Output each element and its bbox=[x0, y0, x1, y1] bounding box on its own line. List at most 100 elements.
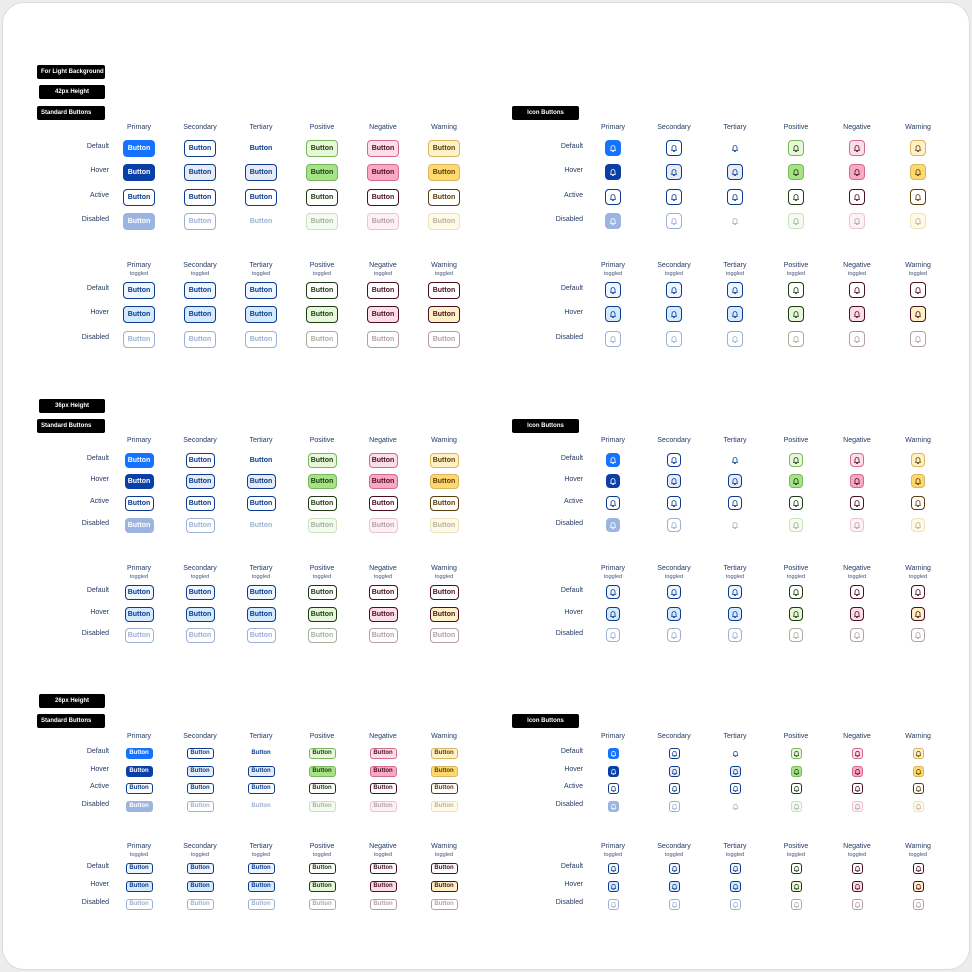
negative-active-button[interactable]: Button bbox=[367, 188, 399, 206]
secondary-toggled-default-button[interactable]: Button bbox=[184, 281, 216, 299]
tertiary-toggled-hover-button[interactable]: Button bbox=[245, 305, 277, 323]
positive-toggled-hover-icon-button[interactable] bbox=[788, 306, 804, 322]
positive-default-icon-button[interactable] bbox=[790, 747, 802, 759]
secondary-active-button[interactable]: Button bbox=[186, 782, 214, 794]
negative-toggled-default-icon-button[interactable] bbox=[851, 862, 863, 874]
primary-active-button[interactable]: Button bbox=[125, 782, 153, 794]
warning-default-icon-button[interactable] bbox=[910, 140, 926, 156]
tertiary-toggled-hover-button[interactable]: Button bbox=[246, 606, 276, 622]
secondary-toggled-default-button[interactable]: Button bbox=[186, 862, 214, 874]
positive-default-icon-button[interactable] bbox=[789, 453, 803, 467]
primary-hover-icon-button[interactable] bbox=[605, 164, 621, 180]
primary-toggled-hover-icon-button[interactable] bbox=[606, 607, 620, 621]
positive-active-icon-button[interactable] bbox=[788, 189, 804, 205]
negative-default-button[interactable]: Button bbox=[368, 452, 398, 468]
negative-hover-button[interactable]: Button bbox=[369, 765, 397, 777]
positive-toggled-hover-button[interactable]: Button bbox=[307, 606, 337, 622]
warning-toggled-hover-button[interactable]: Button bbox=[428, 305, 460, 323]
negative-active-icon-button[interactable] bbox=[850, 496, 864, 510]
secondary-hover-icon-button[interactable] bbox=[667, 474, 681, 488]
warning-default-button[interactable]: Button bbox=[429, 452, 459, 468]
secondary-toggled-hover-icon-button[interactable] bbox=[668, 880, 680, 892]
primary-toggled-hover-button[interactable]: Button bbox=[123, 305, 155, 323]
warning-default-button[interactable]: Button bbox=[428, 139, 460, 157]
warning-hover-button[interactable]: Button bbox=[429, 473, 459, 489]
warning-toggled-default-button[interactable]: Button bbox=[429, 584, 459, 600]
tertiary-default-icon-button[interactable] bbox=[728, 453, 742, 467]
primary-toggled-hover-icon-button[interactable] bbox=[605, 306, 621, 322]
secondary-hover-icon-button[interactable] bbox=[668, 765, 680, 777]
negative-toggled-hover-icon-button[interactable] bbox=[849, 306, 865, 322]
tertiary-active-icon-button[interactable] bbox=[729, 782, 741, 794]
primary-default-button[interactable]: Button bbox=[125, 747, 153, 759]
positive-toggled-default-button[interactable]: Button bbox=[308, 862, 336, 874]
warning-active-icon-button[interactable] bbox=[911, 496, 925, 510]
warning-active-button[interactable]: Button bbox=[430, 782, 458, 794]
tertiary-toggled-default-button[interactable]: Button bbox=[246, 584, 276, 600]
tertiary-active-icon-button[interactable] bbox=[727, 189, 743, 205]
positive-active-button[interactable]: Button bbox=[306, 188, 338, 206]
tertiary-toggled-hover-icon-button[interactable] bbox=[729, 880, 741, 892]
negative-default-button[interactable]: Button bbox=[367, 139, 399, 157]
secondary-toggled-hover-button[interactable]: Button bbox=[185, 606, 215, 622]
primary-default-icon-button[interactable] bbox=[607, 747, 619, 759]
warning-default-button[interactable]: Button bbox=[430, 747, 458, 759]
tertiary-default-button[interactable]: Button bbox=[245, 139, 277, 157]
secondary-default-icon-button[interactable] bbox=[668, 747, 680, 759]
negative-toggled-hover-icon-button[interactable] bbox=[850, 607, 864, 621]
tertiary-toggled-default-icon-button[interactable] bbox=[729, 862, 741, 874]
warning-toggled-hover-icon-button[interactable] bbox=[910, 306, 926, 322]
negative-default-icon-button[interactable] bbox=[851, 747, 863, 759]
tertiary-hover-button[interactable]: Button bbox=[247, 765, 275, 777]
secondary-hover-button[interactable]: Button bbox=[186, 765, 214, 777]
secondary-hover-icon-button[interactable] bbox=[666, 164, 682, 180]
warning-toggled-default-icon-button[interactable] bbox=[912, 862, 924, 874]
primary-active-button[interactable]: Button bbox=[123, 188, 155, 206]
negative-toggled-default-button[interactable]: Button bbox=[368, 584, 398, 600]
primary-default-icon-button[interactable] bbox=[606, 453, 620, 467]
secondary-toggled-hover-icon-button[interactable] bbox=[666, 306, 682, 322]
primary-default-icon-button[interactable] bbox=[605, 140, 621, 156]
positive-default-icon-button[interactable] bbox=[788, 140, 804, 156]
negative-toggled-default-button[interactable]: Button bbox=[369, 862, 397, 874]
negative-active-button[interactable]: Button bbox=[369, 782, 397, 794]
secondary-active-icon-button[interactable] bbox=[668, 782, 680, 794]
primary-toggled-default-button[interactable]: Button bbox=[125, 862, 153, 874]
secondary-active-button[interactable]: Button bbox=[185, 495, 215, 511]
primary-active-icon-button[interactable] bbox=[606, 496, 620, 510]
tertiary-hover-icon-button[interactable] bbox=[728, 474, 742, 488]
warning-toggled-hover-button[interactable]: Button bbox=[429, 606, 459, 622]
warning-hover-button[interactable]: Button bbox=[430, 765, 458, 777]
negative-hover-icon-button[interactable] bbox=[851, 765, 863, 777]
negative-hover-button[interactable]: Button bbox=[367, 163, 399, 181]
secondary-hover-button[interactable]: Button bbox=[184, 163, 216, 181]
tertiary-active-button[interactable]: Button bbox=[247, 782, 275, 794]
warning-toggled-hover-icon-button[interactable] bbox=[911, 607, 925, 621]
warning-toggled-hover-icon-button[interactable] bbox=[912, 880, 924, 892]
negative-toggled-default-icon-button[interactable] bbox=[849, 282, 865, 298]
tertiary-toggled-default-icon-button[interactable] bbox=[728, 585, 742, 599]
tertiary-default-icon-button[interactable] bbox=[729, 747, 741, 759]
secondary-active-button[interactable]: Button bbox=[184, 188, 216, 206]
positive-default-button[interactable]: Button bbox=[306, 139, 338, 157]
secondary-default-button[interactable]: Button bbox=[185, 452, 215, 468]
secondary-toggled-hover-button[interactable]: Button bbox=[184, 305, 216, 323]
negative-hover-icon-button[interactable] bbox=[849, 164, 865, 180]
tertiary-toggled-default-icon-button[interactable] bbox=[727, 282, 743, 298]
positive-toggled-default-button[interactable]: Button bbox=[306, 281, 338, 299]
tertiary-toggled-hover-button[interactable]: Button bbox=[247, 880, 275, 892]
positive-hover-button[interactable]: Button bbox=[308, 765, 336, 777]
positive-active-icon-button[interactable] bbox=[789, 496, 803, 510]
secondary-toggled-default-icon-button[interactable] bbox=[667, 585, 681, 599]
secondary-toggled-default-icon-button[interactable] bbox=[668, 862, 680, 874]
primary-active-icon-button[interactable] bbox=[607, 782, 619, 794]
tertiary-active-button[interactable]: Button bbox=[245, 188, 277, 206]
positive-toggled-hover-icon-button[interactable] bbox=[790, 880, 802, 892]
positive-hover-icon-button[interactable] bbox=[789, 474, 803, 488]
negative-active-icon-button[interactable] bbox=[849, 189, 865, 205]
negative-active-icon-button[interactable] bbox=[851, 782, 863, 794]
tertiary-toggled-default-button[interactable]: Button bbox=[245, 281, 277, 299]
primary-default-button[interactable]: Button bbox=[123, 139, 155, 157]
warning-default-icon-button[interactable] bbox=[911, 453, 925, 467]
positive-toggled-default-button[interactable]: Button bbox=[307, 584, 337, 600]
